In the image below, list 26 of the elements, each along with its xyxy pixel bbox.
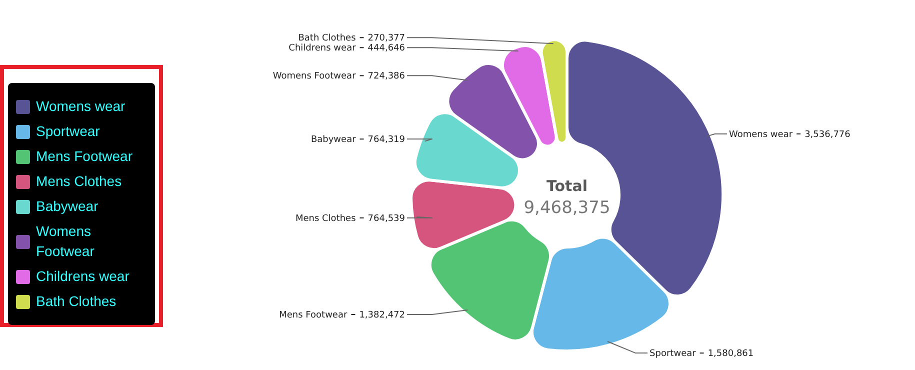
slice-label: Sportwear bbox=[650, 349, 696, 360]
category-label: Mens Footwear bbox=[279, 310, 348, 320]
category-label: Bath Clothes bbox=[298, 34, 356, 44]
text: 9,468,375 bbox=[524, 198, 610, 218]
category-label: Babywear bbox=[310, 135, 356, 146]
legend-label: Mens Footwear bbox=[36, 148, 133, 164]
data-label: 270,377 bbox=[368, 34, 405, 44]
data-label: 1,382,472 bbox=[359, 310, 405, 320]
legend-label: Womens wear bbox=[36, 98, 126, 114]
slice-label: Womens wear bbox=[729, 130, 793, 140]
legend-label: Bath Clothes bbox=[36, 293, 116, 309]
legend-label: Childrens wear bbox=[36, 268, 130, 284]
data-label: 724,386 bbox=[368, 72, 406, 82]
legend-label: Babywear bbox=[36, 198, 99, 214]
data-label: 764,319 bbox=[368, 135, 406, 146]
data-label: 3,536,776 bbox=[804, 130, 851, 140]
legend-label: Womens Footwear bbox=[36, 223, 95, 259]
data-label: 444,646 bbox=[368, 44, 406, 54]
data-label: 1,580,861 bbox=[708, 349, 754, 360]
category-label: Womens Footwear bbox=[272, 72, 356, 82]
category-label: Childrens wear bbox=[288, 44, 356, 54]
category-label: Mens Clothes bbox=[295, 214, 356, 224]
data-label: 764,539 bbox=[368, 214, 406, 224]
legend-label: Sportwear bbox=[36, 123, 100, 139]
legend-label: Mens Clothes bbox=[36, 173, 122, 189]
text: Total bbox=[546, 177, 588, 195]
